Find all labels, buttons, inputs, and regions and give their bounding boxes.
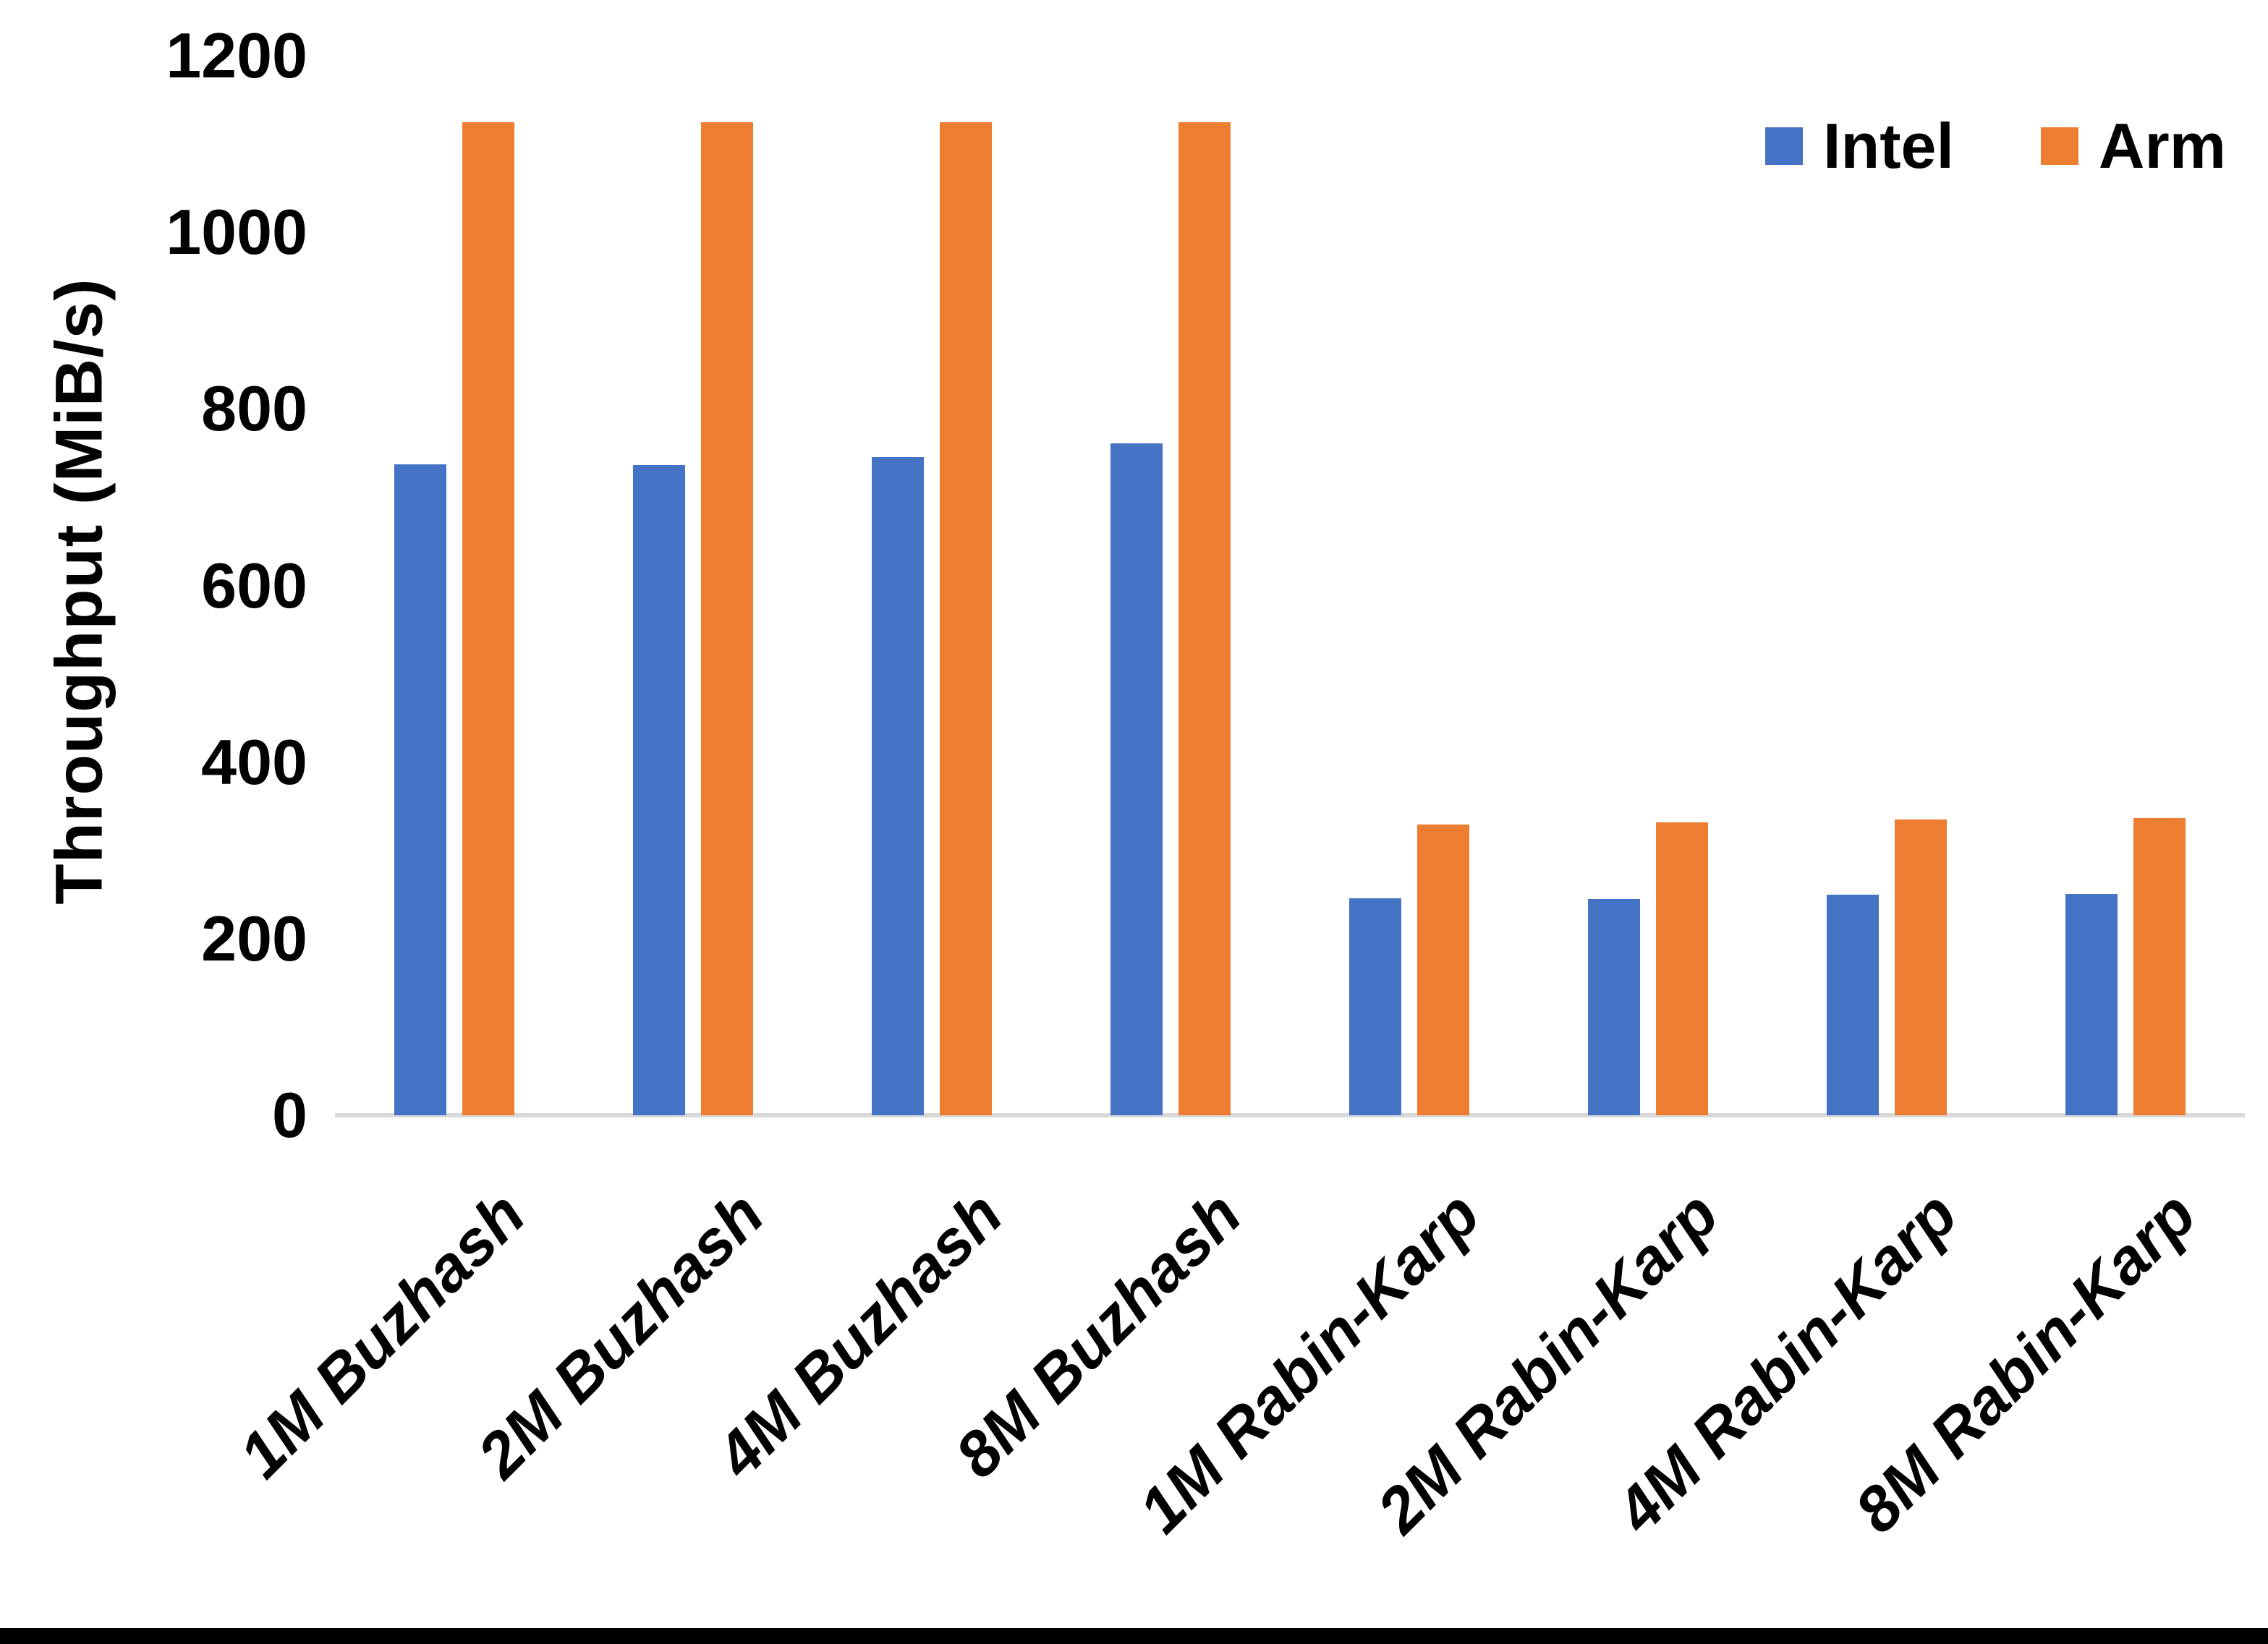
bar-intel-4m-buzhash — [872, 457, 924, 1115]
bar-intel-8m-buzhash — [1110, 443, 1163, 1115]
bar-arm-8m-rabin-karp — [2133, 817, 2186, 1115]
legend-label-intel: Intel — [1823, 110, 1954, 182]
y-tick-label-800: 800 — [201, 372, 307, 445]
bar-arm-4m-rabin-karp — [1895, 819, 1947, 1115]
bar-arm-1m-buzhash — [462, 122, 514, 1115]
bar-intel-4m-rabin-karp — [1827, 894, 1879, 1115]
bar-intel-2m-rabin-karp — [1588, 898, 1640, 1115]
chart-legend: Intel Arm — [1765, 110, 2226, 182]
y-tick-label-1200: 1200 — [166, 20, 307, 91]
bar-intel-2m-buzhash — [633, 465, 685, 1115]
legend-swatch-arm — [2040, 127, 2078, 165]
legend-item-intel: Intel — [1765, 110, 1954, 182]
legend-item-arm: Arm — [2040, 110, 2226, 182]
bar-arm-8m-buzhash — [1178, 122, 1231, 1115]
bar-arm-2m-rabin-karp — [1656, 822, 1708, 1115]
y-tick-label-600: 600 — [201, 549, 307, 621]
x-axis-line — [335, 1113, 2245, 1117]
y-tick-label-400: 400 — [201, 725, 307, 798]
y-tick-label-200: 200 — [201, 902, 307, 974]
bar-arm-2m-buzhash — [701, 122, 753, 1115]
bottom-border-bar — [0, 1628, 2268, 1644]
bar-arm-4m-buzhash — [940, 122, 992, 1115]
bar-intel-1m-buzhash — [394, 464, 446, 1115]
legend-label-arm: Arm — [2098, 110, 2226, 182]
bar-intel-1m-rabin-karp — [1349, 898, 1401, 1115]
y-tick-label-1000: 1000 — [166, 196, 307, 268]
legend-swatch-intel — [1765, 127, 1803, 165]
y-tick-label-0: 0 — [272, 1079, 307, 1151]
bar-arm-1m-rabin-karp — [1417, 825, 1469, 1115]
bar-intel-8m-rabin-karp — [2065, 893, 2118, 1115]
